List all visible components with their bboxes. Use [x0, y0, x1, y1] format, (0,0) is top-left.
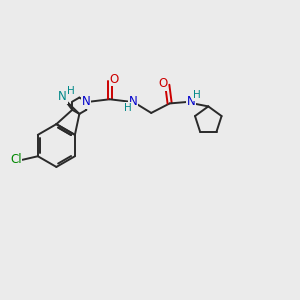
- Text: H: H: [67, 85, 74, 96]
- Text: N: N: [82, 95, 91, 108]
- Text: N: N: [58, 90, 67, 103]
- Text: O: O: [158, 77, 167, 90]
- Text: H: H: [193, 90, 201, 100]
- Text: N: N: [187, 95, 195, 108]
- Text: Cl: Cl: [10, 153, 22, 166]
- Text: N: N: [128, 95, 137, 108]
- Text: O: O: [110, 73, 119, 86]
- Text: H: H: [124, 103, 131, 112]
